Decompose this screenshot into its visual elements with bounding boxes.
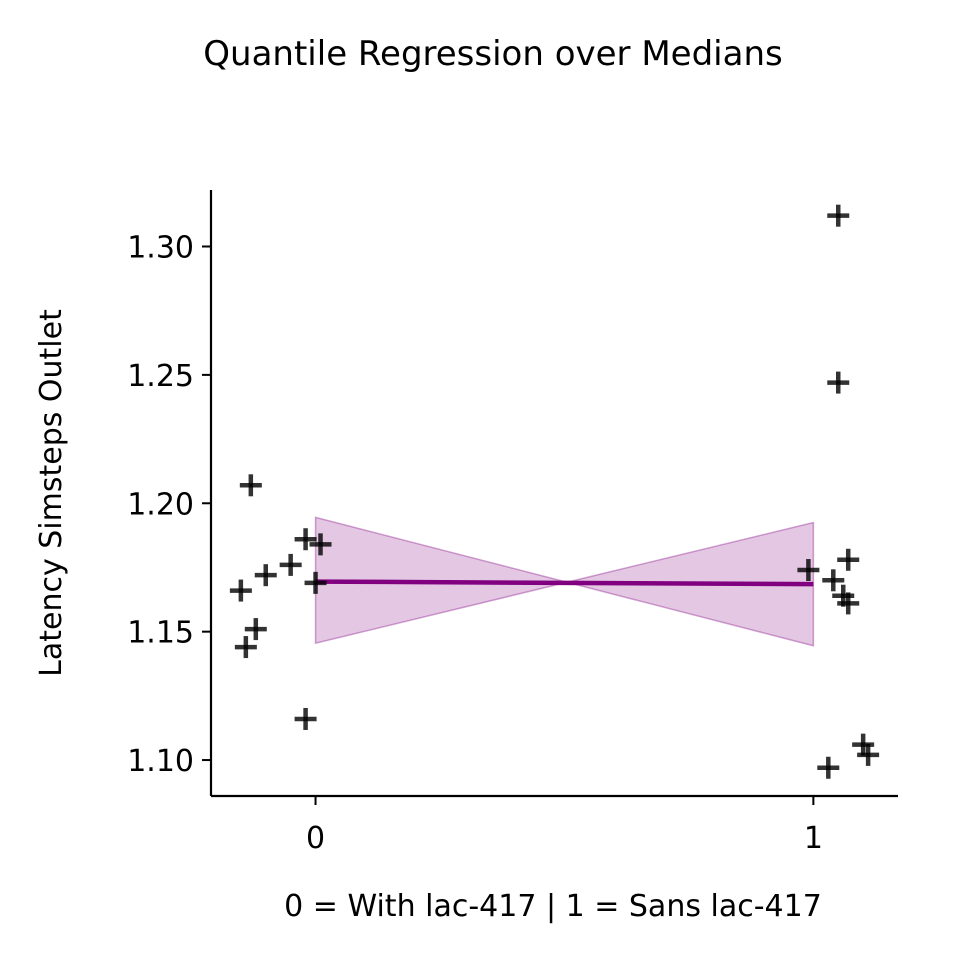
x-tick-label: 0 — [306, 821, 325, 856]
y-axis-label: Latency Simsteps Outlet — [34, 309, 69, 677]
data-point — [822, 569, 845, 592]
data-point — [234, 636, 257, 659]
y-tick-label: 1.20 — [127, 487, 194, 522]
data-point — [837, 548, 860, 571]
data-point — [279, 553, 302, 576]
data-point — [294, 707, 317, 730]
regression-line — [315, 579, 814, 587]
data-point — [817, 756, 840, 779]
x-tick-label: 1 — [804, 821, 823, 856]
x-axis-label: 0 = With lac-417 | 1 = Sans lac-417 — [284, 889, 822, 924]
data-point — [827, 204, 850, 227]
data-point — [304, 571, 327, 594]
data-point — [827, 371, 850, 394]
chart-title: Quantile Regression over Medians — [203, 34, 782, 74]
data-point — [294, 528, 317, 551]
data-point — [244, 618, 267, 641]
scatter-points-layer — [229, 204, 880, 779]
data-point — [229, 579, 252, 602]
data-point — [797, 559, 820, 582]
data-point — [239, 474, 262, 497]
y-tick-label: 1.10 — [127, 744, 194, 779]
data-point — [309, 533, 332, 556]
regression-line-layer — [315, 579, 814, 587]
data-point — [837, 592, 860, 615]
data-point — [857, 743, 880, 766]
y-tick-label: 1.25 — [127, 359, 194, 394]
data-point — [852, 733, 875, 756]
data-point — [254, 564, 277, 587]
axes: 1.10 1.15 1.20 1.25 1.30 0 1 — [127, 190, 898, 856]
y-tick-label: 1.15 — [127, 616, 194, 651]
y-tick-label: 1.30 — [127, 230, 194, 265]
